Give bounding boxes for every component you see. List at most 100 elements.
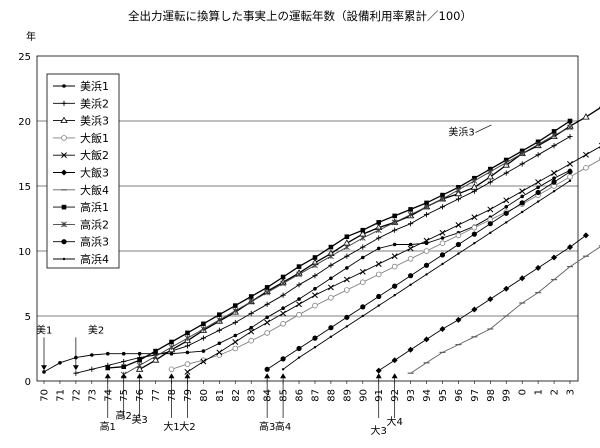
legend-marker <box>61 204 67 210</box>
y-tick-label: 15 <box>18 182 31 193</box>
legend-marker <box>61 152 67 159</box>
series-1-point <box>423 212 430 218</box>
series-0-point <box>552 176 556 180</box>
series-9-point <box>280 356 286 362</box>
series-4 <box>184 142 600 375</box>
series-8-point <box>200 326 207 332</box>
series-7-point <box>169 339 174 345</box>
legend-marker <box>61 135 67 141</box>
y-tick-label: 20 <box>18 117 31 128</box>
x-tick-label: 96 <box>454 389 465 402</box>
series-5-point <box>503 285 510 292</box>
series-10-point <box>409 283 412 286</box>
x-tick-label: 97 <box>470 389 481 402</box>
series-4-point <box>343 276 350 283</box>
series-8-point <box>264 289 271 296</box>
series-7-point <box>105 365 111 371</box>
series-7-point <box>328 244 334 250</box>
series-3-point <box>423 248 430 254</box>
gridlines <box>37 120 578 317</box>
series-3-point <box>471 224 478 231</box>
legend-label: 美浜2 <box>80 97 109 110</box>
series-9-point <box>264 366 270 372</box>
series-5-point <box>407 346 414 353</box>
series-3-point <box>264 330 270 336</box>
series-2-point <box>470 183 479 190</box>
x-tick-label: 92 <box>390 389 401 402</box>
series-8 <box>120 124 573 378</box>
series-3-point <box>583 165 589 171</box>
series-0-point <box>408 242 413 247</box>
series-1-point <box>232 319 238 326</box>
series-8-point <box>551 132 557 139</box>
series-0-point <box>201 349 206 353</box>
series-0-point <box>42 370 46 374</box>
series-7-point <box>440 192 445 198</box>
y-axis-unit-label: 年 <box>26 30 36 43</box>
series-7-point <box>280 274 286 280</box>
series-0-point <box>520 194 524 199</box>
annotation-arrowhead <box>168 373 175 379</box>
annotation-arrowhead <box>184 373 191 379</box>
series-10-point <box>441 262 444 266</box>
legend-label: 高浜4 <box>80 252 109 266</box>
annotation-label: 美浜3 <box>448 126 474 139</box>
series-7-point <box>248 294 254 299</box>
legend-item: 高浜2 <box>53 217 109 231</box>
x-tick-label: 83 <box>247 389 258 402</box>
series-7-point <box>217 312 222 317</box>
x-tick-label: 86 <box>295 389 306 402</box>
series-4-point <box>535 179 542 186</box>
series-7-line <box>107 120 571 369</box>
series-7-point <box>360 227 366 233</box>
series-1-point <box>121 358 127 365</box>
series-4-point <box>391 253 398 260</box>
series-1-point <box>184 343 191 349</box>
legend-box <box>46 73 120 269</box>
series-2-point <box>135 365 144 372</box>
series-1-point <box>567 134 573 140</box>
series-0-line <box>43 169 571 373</box>
legend-item: 大飯2 <box>53 148 109 162</box>
series-3-point <box>232 345 239 352</box>
series-3-point <box>375 271 382 278</box>
legend-item: 美浜3 <box>53 115 109 128</box>
series-10-point <box>393 294 396 297</box>
series-1-point <box>216 327 222 333</box>
series-6 <box>407 245 600 374</box>
series-2-point <box>151 356 160 363</box>
series-7-point <box>424 200 429 206</box>
series-0-point <box>58 361 62 365</box>
series-9-point <box>471 231 477 237</box>
x-tick-label: 90 <box>358 389 369 402</box>
x-tick-label: 85 <box>279 389 290 402</box>
legend-item: 大飯1 <box>53 131 109 145</box>
x-tick-label: 2 <box>550 389 561 395</box>
series-9 <box>264 169 573 372</box>
series-9-point <box>376 293 382 300</box>
series-3-point <box>359 279 366 286</box>
x-tick-label: 74 <box>103 389 114 402</box>
series-4-point <box>327 284 334 291</box>
series-9-point <box>487 221 493 227</box>
series-1-point <box>296 282 302 288</box>
series-8-point <box>471 177 478 184</box>
series-3-point <box>455 232 462 239</box>
series-4-point <box>551 170 558 176</box>
series-0-point <box>249 325 254 330</box>
series-1-point <box>200 335 206 341</box>
series-5-point <box>519 275 526 282</box>
series-5-point <box>471 306 478 313</box>
series-9-point <box>296 345 302 352</box>
legend: 美浜1 美浜2 美浜3 大飯1 大飯2 大飯3 大飯4 高浜1 高浜2 高浜3 高浜4 <box>46 73 120 269</box>
series-0-point <box>376 246 381 251</box>
series-9-point <box>551 179 557 185</box>
series-0-point <box>217 341 222 346</box>
annotation-label: 高2 <box>116 409 132 422</box>
legend-item: 美浜2 <box>53 97 109 110</box>
annotation-label: 大4 <box>386 415 402 428</box>
legend-marker <box>62 257 66 261</box>
series-0-point <box>424 241 429 245</box>
series-5-line <box>378 235 587 371</box>
series-5 <box>375 232 589 374</box>
